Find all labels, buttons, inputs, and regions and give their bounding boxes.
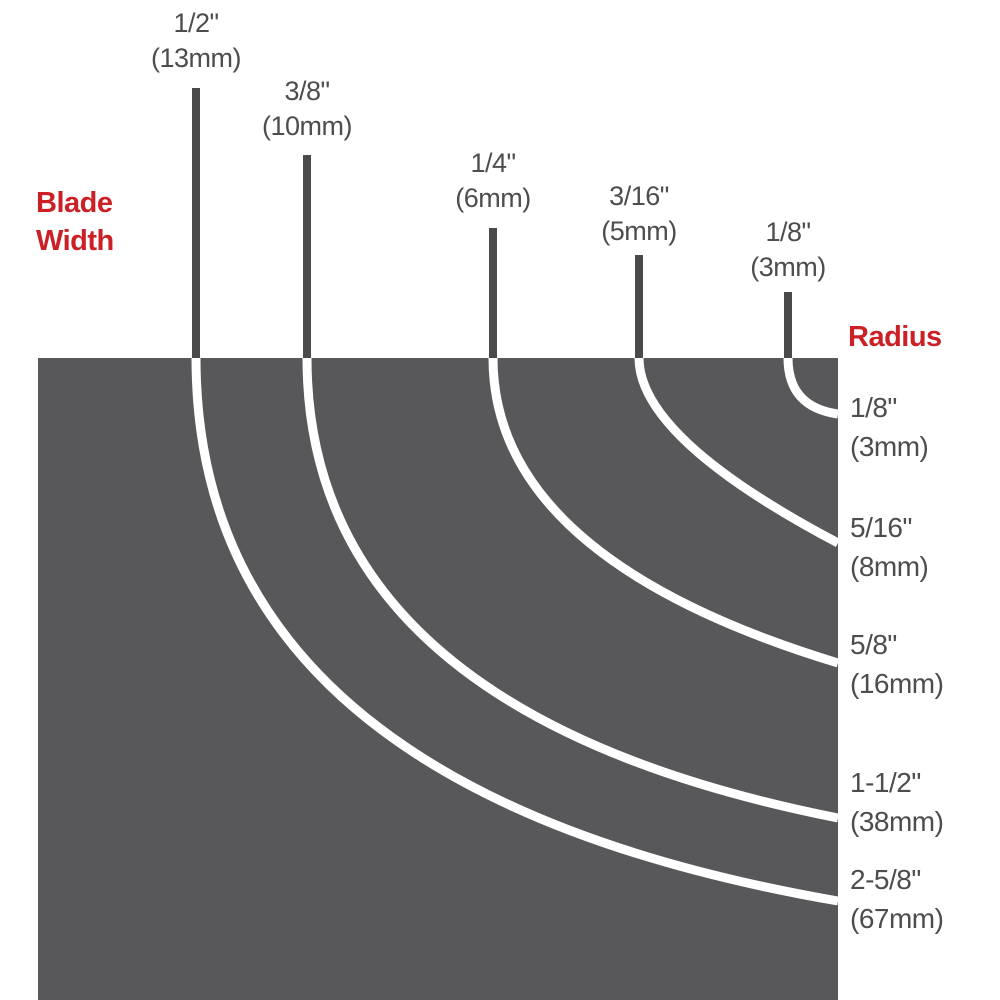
radius-arc-5-8in	[488, 357, 840, 668]
radius-metric: (16mm)	[850, 668, 944, 699]
blade-metric: (6mm)	[455, 183, 531, 213]
blade-size: 1/4"	[470, 148, 516, 178]
blade-metric: (10mm)	[262, 111, 353, 141]
blade-width-heading: Blade Width	[36, 187, 114, 257]
blade-metric: (13mm)	[151, 43, 242, 73]
radius-label-5-8in: 5/8" (16mm)	[850, 625, 1000, 703]
material-block	[38, 358, 838, 1000]
radius-label-1-8in: 1/8" (3mm)	[850, 388, 1000, 466]
radius-metric: (38mm)	[850, 806, 944, 837]
blade-metric: (3mm)	[750, 252, 826, 282]
radius-label-1-1-2in: 1-1/2" (38mm)	[850, 763, 1000, 841]
blade-label-3-16in: 3/16" (5mm)	[559, 179, 719, 249]
blade-size: 1/8"	[765, 217, 811, 247]
radius-size: 1/8"	[850, 392, 897, 423]
radius-arc-1-1-2in	[302, 357, 839, 823]
radius-arc-5-16in	[634, 357, 841, 547]
radius-size: 1-1/2"	[850, 767, 921, 798]
blade-label-1-2in: 1/2" (13mm)	[116, 6, 276, 76]
radius-size: 5/16"	[850, 512, 912, 543]
blade-size: 3/8"	[284, 76, 330, 106]
radius-arc-2-5-8in	[191, 357, 839, 906]
radius-metric: (8mm)	[850, 551, 929, 582]
blade-label-1-4in: 1/4" (6mm)	[413, 146, 573, 216]
blade-label-3-8in: 3/8" (10mm)	[227, 74, 387, 144]
radius-label-2-5-8in: 2-5/8" (67mm)	[850, 860, 1000, 938]
radius-heading: Radius	[848, 321, 942, 353]
radius-arc-1-8in	[783, 357, 839, 419]
blade-label-1-8in: 1/8" (3mm)	[708, 215, 868, 285]
radius-metric: (3mm)	[850, 431, 929, 462]
radius-metric: (67mm)	[850, 903, 944, 934]
blade-size: 1/2"	[173, 8, 219, 38]
radius-size: 5/8"	[850, 629, 897, 660]
radius-size: 2-5/8"	[850, 864, 921, 895]
blade-size: 3/16"	[609, 181, 669, 211]
radius-label-5-16in: 5/16" (8mm)	[850, 508, 1000, 586]
blade-metric: (5mm)	[601, 216, 677, 246]
